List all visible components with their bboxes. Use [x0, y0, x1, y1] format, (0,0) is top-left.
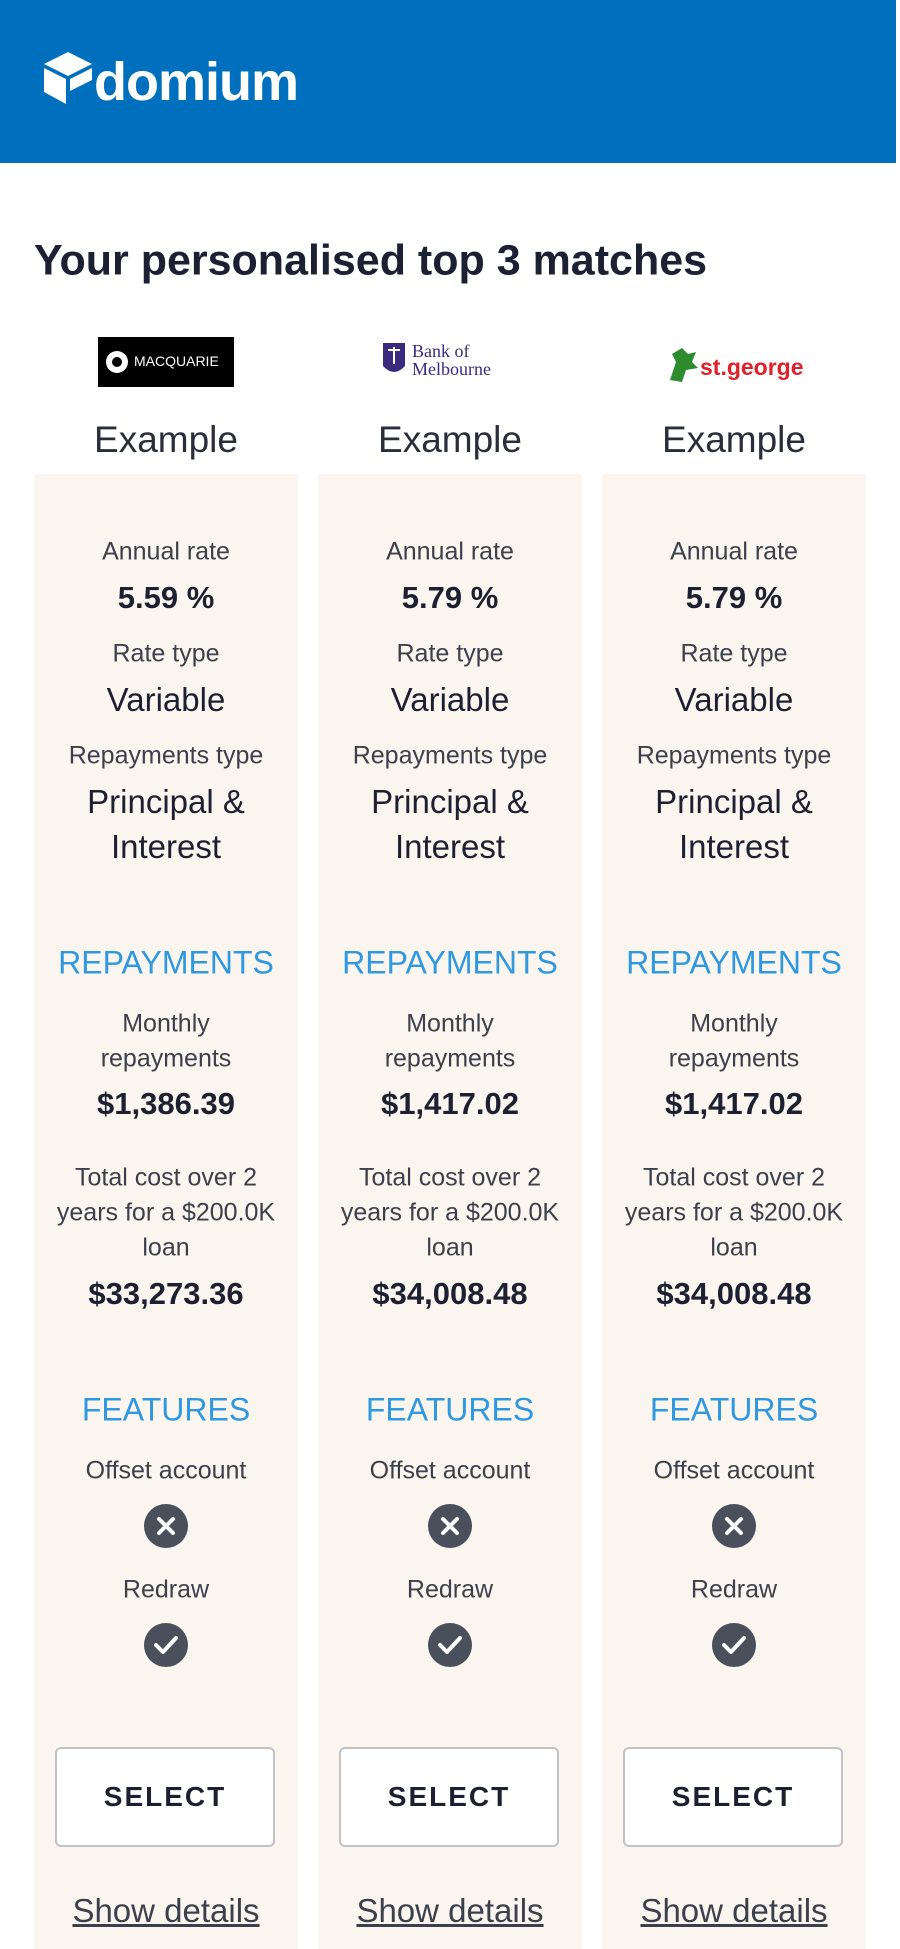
show-details-link[interactable]: Show details — [640, 1892, 828, 1929]
label: Annual rate — [670, 537, 798, 566]
logo-line: Bank of — [412, 341, 470, 361]
value: $1,417.02 — [665, 1086, 803, 1121]
button-label[interactable]: SELECT — [387, 1781, 511, 1812]
select-button[interactable]: SELECT — [339, 1747, 559, 1847]
show-details-link[interactable]: Show details — [356, 1892, 544, 1929]
logo-text: Bank of Melbourne — [412, 342, 491, 378]
brand: domium — [94, 52, 299, 112]
product-name: Example — [662, 419, 806, 460]
section-heading: REPAYMENTS — [626, 944, 842, 981]
button-label[interactable]: SELECT — [103, 1781, 227, 1812]
logo-line: Melbourne — [412, 359, 491, 379]
feature-label: Redraw — [122, 1575, 210, 1604]
label: Rate type — [396, 639, 504, 668]
feature-label: Redraw — [406, 1575, 494, 1604]
value: 5.79 % — [401, 580, 499, 615]
value: Variable — [106, 681, 226, 718]
label: loan — [426, 1233, 474, 1262]
header: domium — [0, 0, 896, 163]
label: Repayments type — [352, 741, 548, 770]
label: Monthly — [122, 1009, 210, 1038]
section-heading: REPAYMENTS — [58, 944, 274, 981]
label: loan — [142, 1233, 190, 1262]
macquarie-logo: MACQUARIE — [98, 337, 234, 387]
feature-label: Offset account — [85, 1456, 247, 1485]
check-icon — [428, 1623, 472, 1667]
logo-mark — [106, 351, 128, 373]
label: Rate type — [680, 639, 788, 668]
value: $34,008.48 — [372, 1276, 528, 1311]
cross-icon — [144, 1504, 188, 1548]
section-heading: FEATURES — [365, 1391, 535, 1428]
label: years for a $200.0K — [56, 1198, 276, 1227]
label: Total cost over 2 — [358, 1163, 542, 1192]
logo-mark — [383, 343, 405, 372]
label: Monthly — [690, 1009, 778, 1038]
label: Annual rate — [386, 537, 514, 566]
value: $1,417.02 — [381, 1086, 519, 1121]
product-card: Annual rate 5.59 % Rate type Variable Repaym… — [34, 474, 298, 1949]
label: Repayments type — [636, 741, 832, 770]
cross-icon — [712, 1504, 756, 1548]
feature-label: Redraw — [690, 1575, 778, 1604]
label: Monthly — [406, 1009, 494, 1038]
value: Variable — [390, 681, 510, 718]
label: Repayments type — [68, 741, 264, 770]
label: Total cost over 2 — [642, 1163, 826, 1192]
check-icon — [144, 1623, 188, 1667]
logo-text: MACQUARIE — [134, 353, 219, 369]
product-card: Annual rate 5.79 % Rate type Variable Repaym… — [602, 474, 866, 1949]
value: $1,386.39 — [97, 1086, 235, 1121]
label: Annual rate — [102, 537, 230, 566]
value: Principal & — [371, 783, 529, 820]
label: Total cost over 2 — [74, 1163, 258, 1192]
select-button[interactable]: SELECT — [623, 1747, 843, 1847]
logo-icon — [44, 52, 92, 104]
select-button[interactable]: SELECT — [55, 1747, 275, 1847]
label: repayments — [100, 1044, 232, 1073]
section-heading: FEATURES — [81, 1391, 251, 1428]
feature-label: Offset account — [653, 1456, 815, 1485]
value: Principal & — [87, 783, 245, 820]
value: Variable — [674, 681, 794, 718]
label: loan — [710, 1233, 758, 1262]
check-icon — [712, 1623, 756, 1667]
section-heading: REPAYMENTS — [342, 944, 558, 981]
page-title: Your personalised top 3 matches — [34, 236, 708, 285]
value: Principal & — [655, 783, 813, 820]
value: $34,008.48 — [656, 1276, 812, 1311]
cross-icon — [428, 1504, 472, 1548]
value: 5.79 % — [685, 580, 783, 615]
value: 5.59 % — [117, 580, 215, 615]
button-label[interactable]: SELECT — [671, 1781, 795, 1812]
label: Rate type — [112, 639, 220, 668]
value: Interest — [394, 828, 506, 865]
section-heading: FEATURES — [649, 1391, 819, 1428]
show-details-link[interactable]: Show details — [72, 1892, 260, 1929]
value: $33,273.36 — [88, 1276, 244, 1311]
label: repayments — [668, 1044, 800, 1073]
product-card: Annual rate 5.79 % Rate type Variable Repaym… — [318, 474, 582, 1949]
logo-mark — [670, 348, 698, 382]
label: repayments — [384, 1044, 516, 1073]
value: Interest — [678, 828, 790, 865]
product-name: Example — [94, 419, 238, 460]
logo-text: st.george — [700, 354, 804, 380]
label: years for a $200.0K — [340, 1198, 560, 1227]
feature-label: Offset account — [369, 1456, 531, 1485]
label: years for a $200.0K — [624, 1198, 844, 1227]
product-name: Example — [378, 419, 522, 460]
value: Interest — [110, 828, 222, 865]
